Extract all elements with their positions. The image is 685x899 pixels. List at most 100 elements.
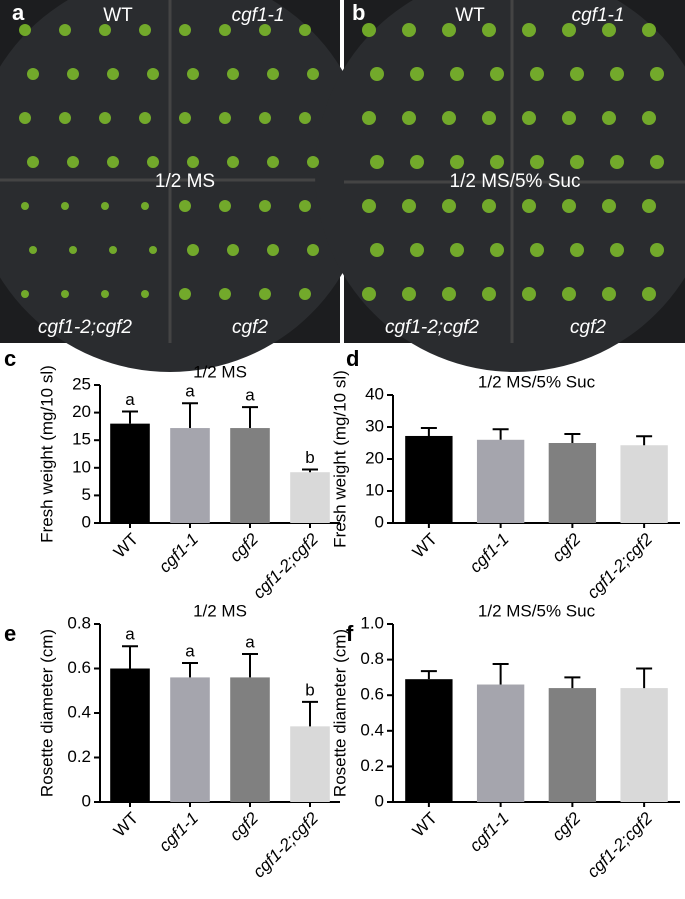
seedling: [450, 243, 464, 257]
panel-letter: d: [346, 346, 359, 371]
panel-letter: c: [4, 346, 16, 371]
y-tick-label: 10: [72, 457, 91, 476]
seedling: [450, 155, 464, 169]
seedling: [442, 23, 456, 37]
seedling: [27, 68, 39, 80]
bar: [476, 684, 525, 802]
seedling: [139, 112, 151, 124]
photo-label: WT: [103, 5, 133, 26]
seedling: [179, 200, 191, 212]
seedling: [227, 156, 239, 168]
seedling: [107, 68, 119, 80]
significance-letter: b: [305, 448, 314, 467]
y-tick-label: 20: [365, 448, 384, 467]
panel-letter: a: [12, 0, 25, 25]
seedling: [402, 111, 416, 125]
photo-label: cgf2: [232, 317, 268, 338]
significance-letter: a: [245, 633, 255, 652]
y-tick-label: 0.8: [67, 613, 91, 632]
seedling: [570, 243, 584, 257]
seedling: [490, 67, 504, 81]
y-tick-label: 0: [82, 512, 91, 531]
seedling: [299, 112, 311, 124]
y-tick-label: 25: [72, 374, 91, 393]
photo-label: 1/2 MS: [155, 171, 215, 192]
seedling: [59, 112, 71, 124]
seedling: [402, 199, 416, 213]
x-tick-label: cgf1-1: [466, 809, 513, 856]
x-tick-label: cgf1-1: [466, 530, 513, 577]
chart-title: 1/2 MS: [193, 362, 247, 381]
bar: [110, 423, 150, 523]
seedling: [147, 68, 159, 80]
y-axis-label: Fresh weight (mg/10 sl): [37, 365, 56, 543]
bar: [290, 472, 330, 523]
significance-letter: a: [125, 625, 135, 644]
seedling: [141, 290, 149, 298]
seedling: [147, 156, 159, 168]
seedling: [307, 68, 319, 80]
seedling: [21, 202, 29, 210]
seedling: [141, 202, 149, 210]
y-tick-label: 0: [82, 791, 91, 810]
x-tick-label: cgf1-2;cgf2: [583, 529, 656, 602]
error-bar: [636, 667, 653, 689]
seedling: [362, 199, 376, 213]
seedling: [522, 199, 536, 213]
error-bar: [242, 653, 258, 678]
seedling: [490, 155, 504, 169]
seedling: [187, 244, 199, 256]
seedling: [530, 243, 544, 257]
seedling: [187, 156, 199, 168]
seedling: [530, 67, 544, 81]
seedling: [522, 287, 536, 301]
photo-label: 1/2 MS/5% Suc: [450, 171, 581, 192]
seedling: [27, 156, 39, 168]
significance-letter: b: [305, 680, 314, 699]
seedling: [299, 200, 311, 212]
seedling: [482, 111, 496, 125]
seedling: [61, 202, 69, 210]
seedling: [101, 202, 109, 210]
seedling: [410, 67, 424, 81]
y-tick-label: 15: [72, 430, 91, 449]
seedling: [299, 288, 311, 300]
seedling: [562, 199, 576, 213]
error-bar: [122, 410, 138, 424]
dish: [315, 0, 685, 372]
bar: [290, 726, 330, 802]
seedling: [179, 112, 191, 124]
seedling: [179, 288, 191, 300]
seedling: [522, 111, 536, 125]
seedling: [59, 24, 71, 36]
seedling: [109, 246, 117, 254]
error-bar: [182, 661, 198, 678]
seedling: [29, 246, 37, 254]
y-tick-label: 0: [375, 512, 384, 531]
bar: [110, 668, 150, 802]
seedling: [219, 200, 231, 212]
y-tick-label: 1.0: [360, 613, 384, 632]
error-bar: [302, 700, 318, 727]
seedling: [267, 156, 279, 168]
panel-letter: e: [4, 621, 16, 646]
panel-letter: b: [352, 0, 365, 25]
x-tick-label: cgf2: [226, 529, 263, 566]
seedling: [642, 287, 656, 301]
y-tick-label: 0.4: [360, 720, 384, 739]
y-tick-label: 0.4: [67, 702, 91, 721]
seedling: [482, 23, 496, 37]
y-axis-label: Rosette diameter (cm): [37, 629, 56, 797]
seedling: [69, 246, 77, 254]
photo-label: cgf1-1: [572, 5, 625, 26]
seedling: [602, 287, 616, 301]
seedling: [259, 288, 271, 300]
seedling: [370, 243, 384, 257]
y-tick-label: 5: [82, 485, 91, 504]
y-tick-label: 20: [72, 402, 91, 421]
seedling: [642, 111, 656, 125]
y-tick-label: 40: [365, 384, 384, 403]
seedling: [410, 243, 424, 257]
seedling: [650, 243, 664, 257]
